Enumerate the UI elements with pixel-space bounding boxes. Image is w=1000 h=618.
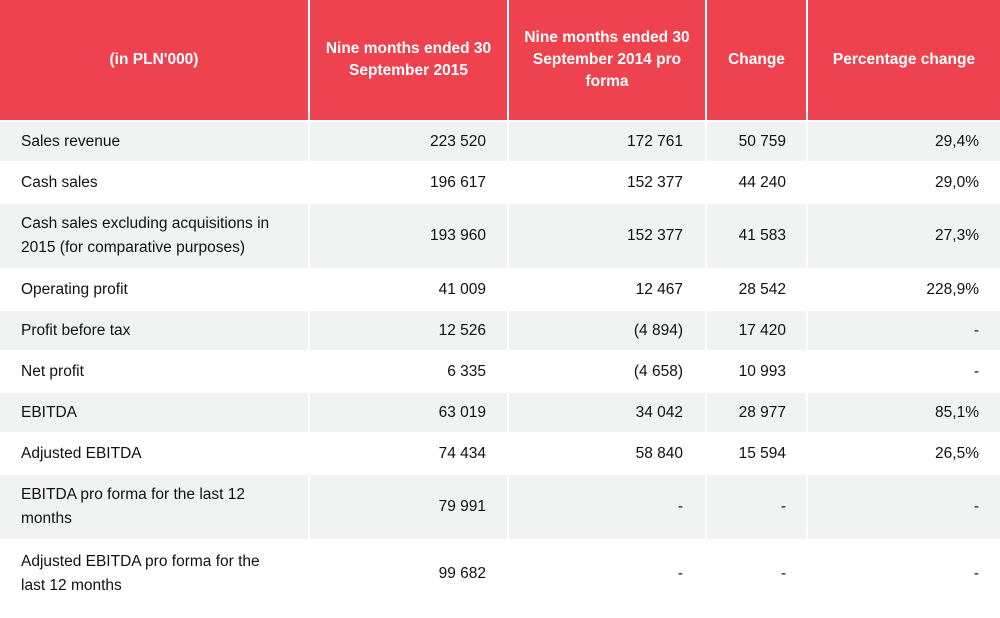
table-row: Adjusted EBITDA pro forma for the last 1… bbox=[0, 539, 1000, 606]
row-label: EBITDA bbox=[0, 391, 309, 433]
row-label: Sales revenue bbox=[0, 120, 309, 162]
cell-percentage-change: - bbox=[806, 473, 1000, 540]
cell-2014-pro-forma: 12 467 bbox=[507, 268, 706, 310]
cell-2015: 193 960 bbox=[308, 202, 508, 269]
cell-2014-pro-forma: - bbox=[507, 473, 706, 540]
header-nine-months-2014-pro-forma: Nine months ended 30 September 2014 pro … bbox=[507, 0, 706, 121]
table-row: Adjusted EBITDA 74 434 58 840 15 594 26,… bbox=[0, 432, 1000, 474]
cell-change: 17 420 bbox=[705, 309, 807, 351]
cell-percentage-change: - bbox=[806, 309, 1000, 351]
cell-percentage-change: 29,4% bbox=[806, 120, 1000, 162]
row-label: Net profit bbox=[0, 350, 309, 392]
cell-2015: 6 335 bbox=[308, 350, 508, 392]
cell-percentage-change: - bbox=[806, 350, 1000, 392]
cell-change: - bbox=[705, 473, 807, 540]
cell-percentage-change: 85,1% bbox=[806, 391, 1000, 433]
cell-2015: 196 617 bbox=[308, 161, 508, 203]
table-row: Profit before tax 12 526 (4 894) 17 420 … bbox=[0, 309, 1000, 351]
table-row: EBITDA pro forma for the last 12 months … bbox=[0, 473, 1000, 540]
cell-2015: 99 682 bbox=[308, 539, 508, 606]
row-label: Cash sales excluding acquisitions in 201… bbox=[0, 202, 309, 269]
table-row: EBITDA 63 019 34 042 28 977 85,1% bbox=[0, 391, 1000, 433]
header-unit: (in PLN'000) bbox=[0, 0, 309, 121]
cell-change: 44 240 bbox=[705, 161, 807, 203]
cell-percentage-change: 27,3% bbox=[806, 202, 1000, 269]
cell-change: - bbox=[705, 539, 807, 606]
cell-change: 28 542 bbox=[705, 268, 807, 310]
cell-change: 15 594 bbox=[705, 432, 807, 474]
cell-2015: 223 520 bbox=[308, 120, 508, 162]
header-change: Change bbox=[705, 0, 807, 121]
row-label: Adjusted EBITDA pro forma for the last 1… bbox=[0, 539, 309, 606]
cell-change: 10 993 bbox=[705, 350, 807, 392]
cell-2014-pro-forma: (4 894) bbox=[507, 309, 706, 351]
header-percentage-change: Percentage change bbox=[806, 0, 1000, 121]
cell-percentage-change: 29,0% bbox=[806, 161, 1000, 203]
cell-2014-pro-forma: - bbox=[507, 539, 706, 606]
table-row: Sales revenue 223 520 172 761 50 759 29,… bbox=[0, 120, 1000, 162]
header-nine-months-2015: Nine months ended 30 September 2015 bbox=[308, 0, 508, 121]
cell-2015: 79 991 bbox=[308, 473, 508, 540]
cell-2014-pro-forma: 152 377 bbox=[507, 161, 706, 203]
cell-percentage-change: 228,9% bbox=[806, 268, 1000, 310]
cell-2014-pro-forma: 152 377 bbox=[507, 202, 706, 269]
row-label: EBITDA pro forma for the last 12 months bbox=[0, 473, 309, 540]
cell-percentage-change: - bbox=[806, 539, 1000, 606]
cell-2015: 74 434 bbox=[308, 432, 508, 474]
cell-2014-pro-forma: 172 761 bbox=[507, 120, 706, 162]
cell-2014-pro-forma: 34 042 bbox=[507, 391, 706, 433]
header-row: (in PLN'000) Nine months ended 30 Septem… bbox=[0, 0, 1000, 121]
cell-2014-pro-forma: (4 658) bbox=[507, 350, 706, 392]
table-row: Cash sales 196 617 152 377 44 240 29,0% bbox=[0, 161, 1000, 203]
table-row: Operating profit 41 009 12 467 28 542 22… bbox=[0, 268, 1000, 310]
cell-2015: 12 526 bbox=[308, 309, 508, 351]
cell-2015: 63 019 bbox=[308, 391, 508, 433]
table-row: Cash sales excluding acquisitions in 201… bbox=[0, 202, 1000, 269]
row-label: Adjusted EBITDA bbox=[0, 432, 309, 474]
table-row: Net profit 6 335 (4 658) 10 993 - bbox=[0, 350, 1000, 392]
cell-2015: 41 009 bbox=[308, 268, 508, 310]
cell-change: 41 583 bbox=[705, 202, 807, 269]
row-label: Profit before tax bbox=[0, 309, 309, 351]
cell-change: 28 977 bbox=[705, 391, 807, 433]
cell-2014-pro-forma: 58 840 bbox=[507, 432, 706, 474]
row-label: Operating profit bbox=[0, 268, 309, 310]
row-label: Cash sales bbox=[0, 161, 309, 203]
cell-percentage-change: 26,5% bbox=[806, 432, 1000, 474]
cell-change: 50 759 bbox=[705, 120, 807, 162]
